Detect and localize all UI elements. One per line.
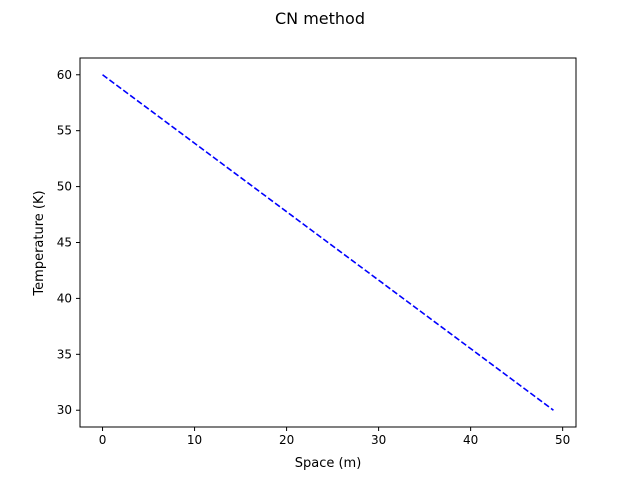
x-tick-label-40: 40 [463, 433, 478, 447]
y-axis-label: Temperature (K) [32, 190, 47, 296]
x-tick-label-10: 10 [187, 433, 202, 447]
y-tick-label-35: 35 [57, 347, 72, 361]
y-tick-label-45: 45 [57, 236, 72, 250]
y-tick-label-60: 60 [57, 68, 72, 82]
x-axis-ticks: 0 10 20 30 40 50 [99, 427, 570, 447]
y-tick-label-30: 30 [57, 403, 72, 417]
x-tick-label-20: 20 [279, 433, 294, 447]
plot-area [79, 57, 577, 428]
chart-title: CN method [275, 9, 365, 28]
y-tick-label-55: 55 [57, 124, 72, 138]
x-tick-label-30: 30 [371, 433, 386, 447]
y-tick-label-50: 50 [57, 180, 72, 194]
y-tick-label-40: 40 [57, 291, 72, 305]
x-tick-label-50: 50 [555, 433, 570, 447]
y-axis-ticks: 30 35 40 45 50 55 60 [57, 68, 80, 417]
x-tick-label-0: 0 [99, 433, 107, 447]
series-line-0 [102, 74, 554, 411]
x-axis-label: Space (m) [295, 456, 362, 471]
